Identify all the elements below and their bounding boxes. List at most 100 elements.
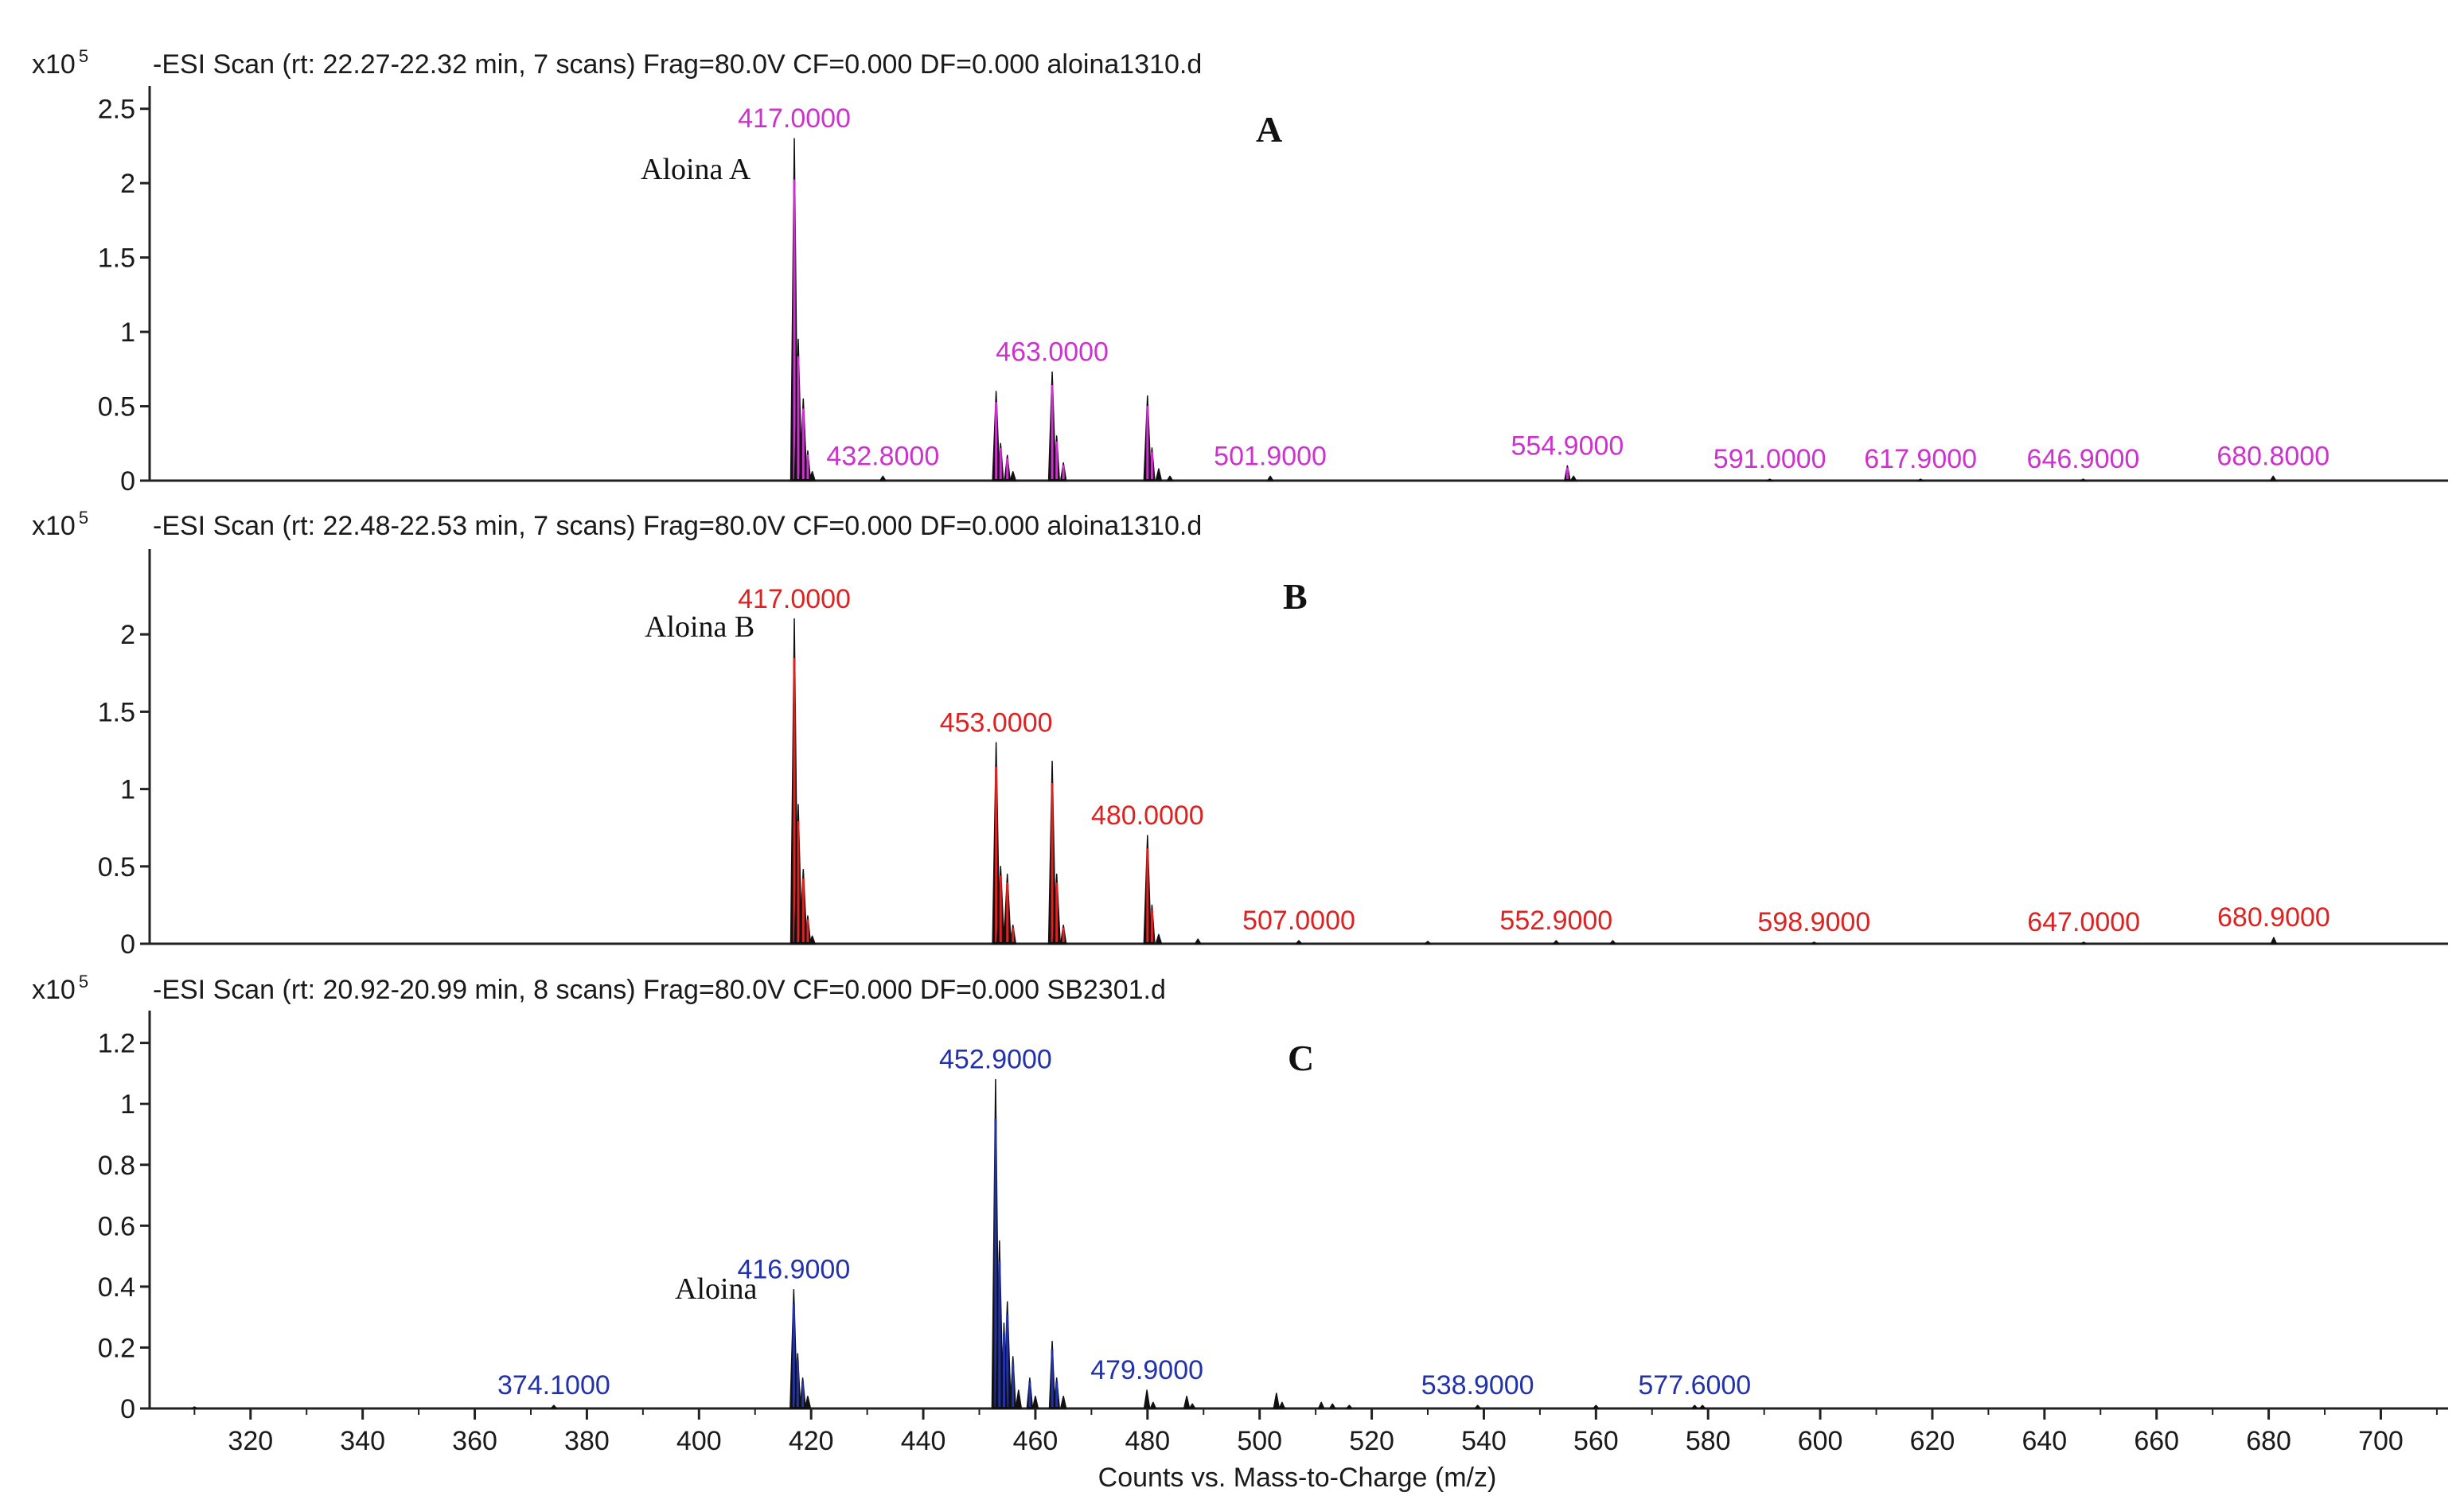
panel-b-peak-label: 417.0000 [738,584,851,614]
panel-a-spectrum [789,138,2277,481]
panel-c-y-tick-label: 1 [120,1089,135,1120]
panel-b-peak-label: 480.0000 [1091,801,1204,831]
panel-a: x10 5 -ESI Scan (rt: 22.27-22.32 min, 7 s… [32,46,2448,497]
panel-a-peak [2080,478,2087,481]
panel-c-peak [550,1404,558,1409]
panel-b-peak-label: 680.9000 [2217,902,2330,933]
panel-a-peak [1266,475,1274,481]
panel-c-peak [1691,1404,1698,1409]
panel-b-y-tick-label: 0.5 [98,852,135,882]
panel-a-peak [2269,475,2277,481]
panel-b-peak-label: 507.0000 [1242,906,1355,936]
x-tick-label: 320 [228,1426,273,1456]
panel-c-peak [1188,1403,1196,1409]
x-tick-label: 440 [901,1426,946,1456]
x-tick-label: 640 [2021,1426,2067,1456]
panel-c-peak [1346,1404,1353,1409]
panel-b-peak [809,935,816,945]
x-tick-label: 600 [1798,1426,1843,1456]
panel-a-peak-labels: 417.0000 463.0000 554.9000 432.8000 501.9000… [738,103,2329,474]
panel-a-peak [809,471,816,481]
panel-c-peak [1329,1403,1336,1409]
x-tick-label: 500 [1237,1426,1282,1456]
panel-b-peak [1295,940,1303,945]
panel-c-peak [1273,1393,1281,1409]
panel-a-peak-label: 501.9000 [1214,441,1327,471]
panel-b-peak [1424,941,1432,945]
panel-c-y-tick-label: 1.2 [98,1029,135,1059]
panel-b-y-tick-label: 1.5 [98,697,135,727]
panel-a-peak [1569,475,1577,481]
panel-b-spectrum [789,618,2278,945]
panel-c-letter: C [1288,1038,1314,1078]
panel-a-peak-label: 463.0000 [996,337,1109,368]
panel-b-letter: B [1283,576,1308,617]
x-tick-label: 700 [2358,1426,2404,1456]
panel-a-peak [879,475,887,481]
panel-a-y-tick-label: 1.5 [98,243,135,274]
panel-b: x10 5 -ESI Scan (rt: 22.48-22.53 min, 7 s… [32,508,2448,960]
panel-c-y-tick-label: 0.8 [98,1151,135,1181]
panel-b-y-tick-label: 1 [120,775,135,805]
x-tick-label: 340 [340,1426,385,1456]
panel-c-y-tick-label: 0.4 [98,1272,135,1303]
x-tick-label: 540 [1461,1426,1507,1456]
panel-b-y-tick-label: 0 [120,929,135,960]
x-tick-label: 460 [1013,1426,1059,1456]
panel-b-peak [1811,941,1818,945]
panel-c-peak [1149,1401,1157,1409]
panel-c-peak [1474,1404,1481,1409]
panel-c-y-axis: 0 0.2 0.4 0.6 0.8 1 1.2 [98,1011,2448,1424]
panel-a-y-tick-label: 2.5 [98,95,135,125]
panel-c-peak-label: 538.9000 [1421,1370,1534,1401]
panel-a-peak [1166,475,1174,481]
x-tick-label: 560 [1573,1426,1619,1456]
x-tick-label: 580 [1686,1426,1731,1456]
panel-a-y-tick-label: 0.5 [98,392,135,423]
panel-a-peak [1009,471,1017,481]
x-axis-label: Counts vs. Mass-to-Charge (m/z) [1098,1463,1497,1493]
panel-b-peak-label: 552.9000 [1499,906,1612,936]
panel-b-compound-annotation: Aloina B [645,610,754,644]
panel-a-peak-label: 432.8000 [826,441,939,471]
x-tick-label: 420 [789,1426,834,1456]
panel-a-peak [1155,468,1163,481]
panel-b-peak [1609,940,1616,945]
panel-a-y-axis: 0 0.5 1 1.5 2 2.5 [98,86,2448,497]
x-tick-label: 660 [2134,1426,2179,1456]
panel-b-multiplier: x10 5 [32,508,88,541]
panel-a-peak [1916,478,1924,481]
panel-c-peak [1278,1401,1286,1409]
panel-c-scan-header: -ESI Scan (rt: 20.92-20.99 min, 8 scans)… [153,975,1166,1005]
panel-b-peak [2270,937,2278,945]
panel-c-peak [1183,1395,1191,1409]
x-tick-label: 620 [1910,1426,1955,1456]
panel-c-spectrum [191,1078,1706,1409]
panel-c-peak-label: 416.9000 [737,1255,850,1285]
panel-a-multiplier: x10 5 [32,46,88,80]
panel-b-peak-label: 598.9000 [1757,907,1870,937]
panel-a-peak-label: 646.9000 [2027,444,2140,474]
panel-c-y-tick-label: 0 [120,1394,135,1424]
panel-c-y-tick-label: 0.6 [98,1211,135,1241]
panel-a-peak [1766,478,1773,481]
panel-b-peak-label: 453.0000 [940,707,1053,738]
panel-c-peak [1059,1395,1067,1409]
x-tick-label: 480 [1125,1426,1170,1456]
panel-c-peak-labels: 452.9000 416.9000 479.9000 374.1000 538.9000… [497,1045,1751,1401]
panel-b-y-axis: 0 0.5 1 1.5 2 [98,549,2448,960]
panel-b-peak-labels: 417.0000 453.0000 480.0000 680.9000 507.0000… [738,584,2330,937]
panel-c-y-tick-label: 0.2 [98,1333,135,1363]
panel-b-scan-header: -ESI Scan (rt: 22.48-22.53 min, 7 scans)… [153,511,1202,541]
panel-c-peak [1015,1389,1023,1409]
panel-b-peak [1194,938,1202,945]
panel-a-compound-annotation: Aloina A [641,153,751,186]
x-axis: 320 340 360 380 400 420 440 460 480 500 520 540 560 5… [193,1408,2438,1456]
panel-b-peak-label: 647.0000 [2027,907,2140,937]
panel-a-peak-label: 591.0000 [1713,444,1827,474]
panel-b-y-tick-label: 2 [120,620,135,650]
panel-c-multiplier: x10 5 [32,972,88,1005]
x-tick-label: 680 [2246,1426,2291,1456]
